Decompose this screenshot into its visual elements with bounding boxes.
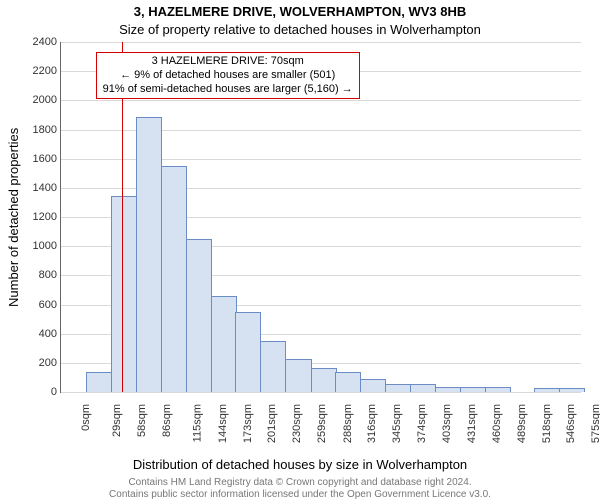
histogram-bar (534, 388, 560, 392)
annotation-line: 3 HAZELMERE DRIVE: 70sqm (103, 55, 353, 69)
x-tick-label: 345sqm (391, 404, 403, 443)
grid-line (61, 42, 581, 43)
grid-line (61, 392, 581, 393)
x-tick-label: 316sqm (366, 404, 378, 443)
x-tick-label: 29sqm (111, 404, 123, 437)
histogram-bar (111, 196, 137, 392)
y-tick-label: 0 (17, 386, 57, 398)
histogram-bar (161, 166, 187, 392)
x-tick-label: 115sqm (191, 404, 203, 442)
x-tick-label: 518sqm (541, 404, 553, 443)
annotation-box: 3 HAZELMERE DRIVE: 70sqm← 9% of detached… (96, 52, 360, 99)
histogram-bar (285, 359, 311, 392)
chart-subtitle: Size of property relative to detached ho… (0, 22, 600, 37)
chart-container: { "title": "3, HAZELMERE DRIVE, WOLVERHA… (0, 0, 600, 500)
histogram-bar (435, 387, 461, 392)
histogram-bar (410, 384, 436, 392)
histogram-bar (559, 388, 585, 392)
histogram-bar (86, 372, 112, 392)
chart-title: 3, HAZELMERE DRIVE, WOLVERHAMPTON, WV3 8… (0, 4, 600, 19)
annotation-line: 91% of semi-detached houses are larger (… (103, 83, 353, 97)
x-tick-label: 431sqm (466, 404, 478, 443)
y-tick-label: 400 (17, 328, 57, 340)
y-tick-label: 800 (17, 269, 57, 281)
x-tick-label: 403sqm (441, 404, 453, 443)
x-tick-label: 58sqm (136, 404, 148, 437)
x-tick-label: 460sqm (491, 404, 503, 443)
x-axis-label: Distribution of detached houses by size … (0, 457, 600, 472)
histogram-bar (311, 368, 337, 392)
y-tick-label: 1200 (17, 211, 57, 223)
x-tick-label: 489sqm (516, 404, 528, 443)
histogram-bar (360, 379, 386, 392)
histogram-bar (385, 384, 411, 392)
plot-area: 0200400600800100012001400160018002000220… (60, 42, 581, 393)
histogram-bar (335, 372, 361, 392)
footer-attribution: Contains HM Land Registry data © Crown c… (0, 477, 600, 500)
x-tick-label: 0sqm (80, 404, 92, 431)
x-tick-label: 173sqm (242, 404, 254, 443)
histogram-bar (186, 239, 212, 392)
y-tick-label: 200 (17, 357, 57, 369)
y-tick-label: 2400 (17, 36, 57, 48)
histogram-bar (211, 296, 237, 392)
histogram-bar (136, 117, 162, 392)
x-tick-label: 374sqm (416, 404, 428, 443)
histogram-bar (485, 387, 511, 392)
histogram-bar (460, 387, 486, 392)
x-tick-label: 575sqm (590, 404, 600, 443)
x-tick-label: 230sqm (291, 404, 303, 443)
y-tick-label: 1000 (17, 240, 57, 252)
grid-line (61, 100, 581, 101)
annotation-line: ← 9% of detached houses are smaller (501… (103, 69, 353, 83)
footer-line-1: Contains HM Land Registry data © Crown c… (0, 477, 600, 489)
x-tick-label: 201sqm (266, 404, 278, 443)
x-tick-label: 259sqm (317, 404, 329, 443)
y-tick-label: 1600 (17, 153, 57, 165)
footer-line-2: Contains public sector information licen… (0, 489, 600, 500)
y-tick-label: 2200 (17, 65, 57, 77)
y-tick-label: 2000 (17, 94, 57, 106)
histogram-bar (235, 312, 261, 392)
y-tick-label: 1400 (17, 182, 57, 194)
y-tick-label: 600 (17, 299, 57, 311)
x-tick-label: 546sqm (565, 404, 577, 443)
x-tick-label: 144sqm (217, 404, 229, 443)
y-tick-label: 1800 (17, 124, 57, 136)
histogram-bar (260, 341, 286, 392)
x-tick-label: 288sqm (342, 404, 354, 443)
x-tick-label: 86sqm (161, 404, 173, 437)
